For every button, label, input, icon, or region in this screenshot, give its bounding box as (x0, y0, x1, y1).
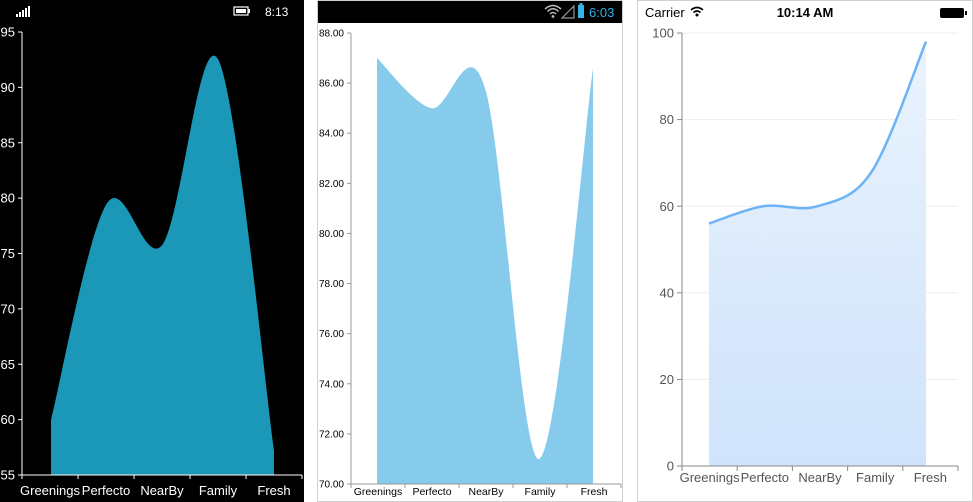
y-tick-label: 80 (660, 112, 674, 127)
x-tick-label: Family (525, 486, 557, 498)
status-carrier: Carrier (645, 5, 685, 20)
area-chart-dark: 95 90 85 80 75 70 65 60 55 Greenings Perfecto NearB… (1, 25, 303, 498)
y-tick-label: 20 (660, 372, 674, 387)
y-tick-label: 78.00 (319, 279, 344, 290)
y-tick-label: 72.00 (319, 429, 344, 440)
status-time: 8:13 (265, 5, 289, 19)
phone-screen-ios: Carrier 10:14 AM 100 80 60 40 20 0 Greenings Pe… (637, 0, 973, 502)
area-chart-ios: 100 80 60 40 20 0 Greenings Perfecto NearBy Famil… (652, 26, 959, 485)
y-tick-label: 0 (667, 459, 674, 474)
y-tick-label: 80.00 (319, 229, 344, 240)
battery-icon (578, 3, 584, 18)
x-tick-label: Family (856, 470, 895, 485)
x-tick-label: Perfecto (82, 483, 130, 498)
battery-icon (940, 8, 967, 18)
y-tick-label: 75 (1, 246, 15, 261)
y-tick-label: 80 (1, 191, 15, 206)
x-tick-label: NearBy (798, 470, 842, 485)
area-chart-android: 88.00 86.00 84.00 82.00 80.00 78.00 76.00 74.00… (319, 29, 622, 498)
area-series (377, 58, 593, 485)
y-tick-label: 60 (1, 412, 15, 427)
y-tick-label: 82.00 (319, 179, 344, 190)
y-tick-label: 74.00 (319, 379, 344, 390)
status-bar-android: 6:03 (318, 1, 622, 23)
y-tick-label: 95 (1, 25, 15, 40)
y-tick-label: 70.00 (319, 480, 344, 491)
y-tick-label: 86.00 (319, 79, 344, 90)
status-bar-ios: Carrier 10:14 AM (645, 5, 967, 20)
series-line (708, 41, 928, 225)
x-tick-label: Fresh (257, 483, 290, 498)
x-tick-label: Greenings (20, 483, 80, 498)
area-series (51, 55, 274, 475)
battery-icon (233, 6, 250, 16)
x-tick-label: Perfecto (412, 486, 451, 498)
x-tick-label: Fresh (581, 486, 608, 498)
y-tick-label: 60 (660, 199, 674, 214)
status-time: 6:03 (589, 5, 614, 20)
status-time: 10:14 AM (777, 5, 834, 20)
y-tick-label: 90 (1, 80, 15, 95)
y-tick-label: 55 (1, 468, 15, 483)
y-tick-label: 65 (1, 357, 15, 372)
y-tick-label: 84.00 (319, 129, 344, 140)
x-tick-label: Fresh (914, 470, 947, 485)
signal-icon (560, 4, 575, 19)
x-tick-label: NearBy (140, 483, 184, 498)
y-tick-label: 100 (652, 26, 674, 41)
status-bar-dark: 8:13 (16, 5, 289, 19)
y-tick-label: 70 (1, 301, 15, 316)
y-tick-label: 76.00 (319, 329, 344, 340)
phone-screen-dark: 8:13 95 90 85 80 75 70 65 60 55 Greenings Perfecto… (0, 0, 304, 502)
signal-bars-icon (16, 6, 30, 17)
wifi-icon (690, 6, 704, 17)
phone-screen-android: 6:03 88.00 86.00 84.00 82.00 80.00 78.00 76.00… (317, 0, 623, 502)
area-series (709, 41, 926, 466)
y-tick-label: 88.00 (319, 29, 344, 40)
y-tick-label: 40 (660, 285, 674, 300)
x-tick-label: Perfecto (741, 470, 789, 485)
x-tick-label: NearBy (468, 486, 504, 498)
x-tick-label: Greenings (680, 470, 740, 485)
x-tick-label: Family (199, 483, 238, 498)
x-tick-label: Greenings (354, 486, 402, 498)
wifi-icon (544, 4, 562, 18)
y-tick-label: 85 (1, 135, 15, 150)
